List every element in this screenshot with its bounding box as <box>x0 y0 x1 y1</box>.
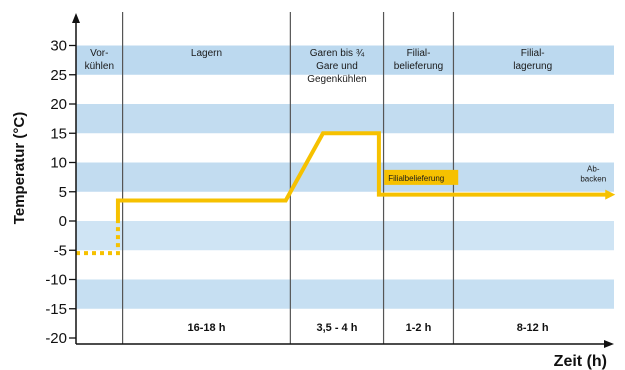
series-arrowhead <box>605 189 616 200</box>
phase-label-line: Gegenkühlen <box>307 74 367 85</box>
phase-label-line: Filial- <box>407 48 431 59</box>
annotation-line: backen <box>580 174 606 183</box>
y-tick-label: -20 <box>45 330 67 347</box>
phase-label-2: Garen bis ¾ Gare und Gegenkühlen <box>307 48 367 85</box>
y-tick-label: 20 <box>50 96 67 113</box>
phase-label-3: Filial-belieferung <box>394 48 443 72</box>
phase-duration-1: 16-18 h <box>188 322 226 334</box>
chart-axes: -20 -15 -10 -5 0 5 10 15 20 25 30 <box>45 13 614 348</box>
phase-label-line: lagerung <box>513 61 552 72</box>
phase-dividers <box>121 12 455 344</box>
y-tick-label: 0 <box>59 213 67 230</box>
x-axis-arrow <box>604 340 614 348</box>
phase-label-4: Filial-lagerung <box>513 48 552 72</box>
y-tick-label: -15 <box>45 301 67 318</box>
phase-duration-3: 1-2 h <box>406 322 432 334</box>
phase-label-line: belieferung <box>394 61 443 72</box>
phase-duration-2: 3,5 - 4 h <box>316 322 357 334</box>
temperature-band-4 <box>76 279 614 309</box>
phase-label-0: Vor-kühlen <box>85 48 114 72</box>
x-axis-title: Zeit (h) <box>554 353 607 370</box>
y-tick-label: -10 <box>45 272 67 289</box>
y-axis-arrow <box>72 13 80 23</box>
y-tick-label: -5 <box>54 242 67 259</box>
y-axis-title: Temperatur (°C) <box>11 112 28 224</box>
duration-labels: 16-18 h 3,5 - 4 h 1-2 h 8-12 h <box>188 322 549 334</box>
phase-duration-4: 8-12 h <box>517 322 549 334</box>
temperature-band-2 <box>76 162 614 192</box>
temperature-band-0 <box>76 45 614 75</box>
phase-label-1: Lagern <box>191 48 222 59</box>
y-tick-label: 30 <box>50 38 67 55</box>
y-tick-label: 5 <box>59 184 67 201</box>
temperature-band-3 <box>76 221 614 251</box>
annotation-label-0: Filialbelieferung <box>388 174 444 183</box>
phase-labels: Vor-kühlen Lagern Garen bis ¾ Gare und Gegen… <box>85 48 553 85</box>
annotation-line: Ab- <box>587 164 600 173</box>
phase-label-line: Garen bis ¾ <box>310 48 365 59</box>
temperature-bands <box>76 45 614 309</box>
y-tick-label: 15 <box>50 125 67 142</box>
phase-label-line: Gare und <box>316 61 358 72</box>
y-tick-label: 10 <box>50 155 67 172</box>
phase-label-line: Vor- <box>90 48 108 59</box>
phase-label-line: Filial- <box>521 48 545 59</box>
temperature-band-1 <box>76 104 614 134</box>
y-tick-label: 25 <box>50 67 67 84</box>
phase-label-line: Lagern <box>191 48 222 59</box>
phase-label-line: kühlen <box>85 61 114 72</box>
annotation-box-0 <box>384 169 459 185</box>
annotation-label-1: Ab-backen <box>580 164 606 183</box>
chart-annotations: Filialbelieferung Ab-backen <box>384 164 606 185</box>
